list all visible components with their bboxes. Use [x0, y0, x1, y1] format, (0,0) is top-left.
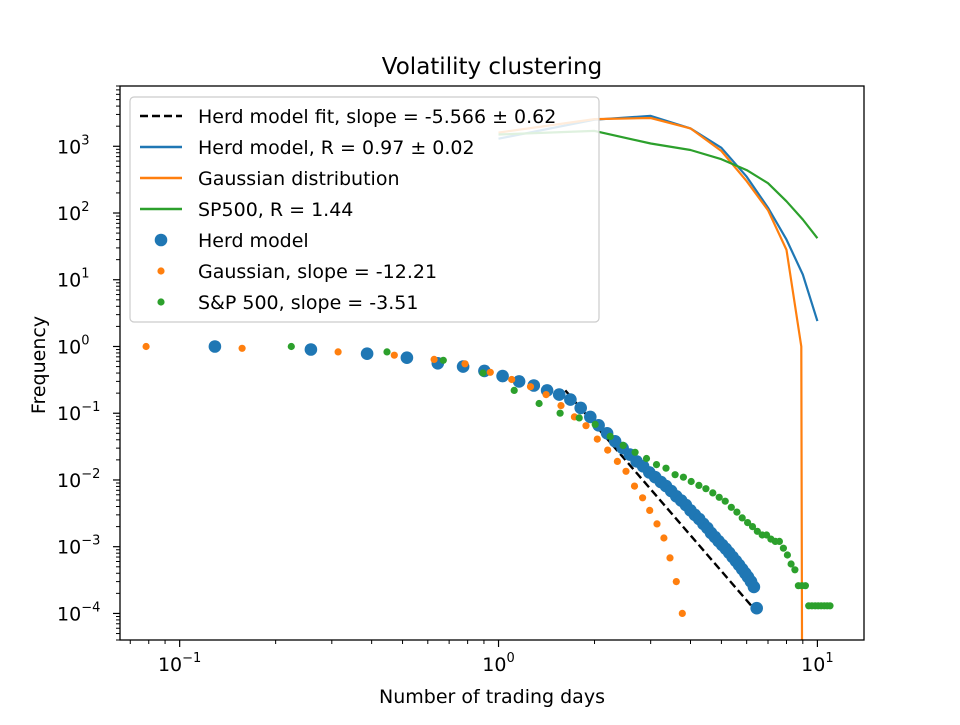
y-tick-label-0: 10−4 — [57, 600, 100, 625]
data-point-s5-14 — [604, 446, 612, 454]
data-point-s5-2 — [334, 348, 342, 356]
data-point-s5-10 — [557, 402, 565, 410]
data-point-s5-18 — [639, 494, 647, 502]
data-point-s5-17 — [630, 482, 639, 490]
data-point-s5-9 — [542, 391, 550, 399]
data-point-s5-4 — [430, 355, 438, 363]
data-point-s5-5 — [461, 360, 469, 368]
data-point-s6-17 — [687, 477, 695, 486]
points-layer — [142, 340, 834, 618]
data-point-s6-26 — [744, 519, 752, 527]
data-point-s4-48 — [747, 580, 761, 594]
data-point-s5-21 — [660, 534, 668, 542]
data-point-s4-2 — [360, 347, 374, 361]
data-point-s6-21 — [715, 493, 723, 501]
data-point-s4-1 — [304, 343, 318, 356]
plot-frame — [119, 85, 865, 641]
data-point-s6-20 — [709, 489, 717, 497]
legend: Herd model fit, slope = -5.566 ± 0.62 Her… — [129, 96, 600, 323]
data-point-s5-19 — [646, 506, 654, 514]
legend-label-3: SP500, R = 1.44 — [198, 199, 353, 221]
data-point-s6-0 — [287, 342, 295, 351]
data-point-s5-6 — [486, 368, 494, 376]
data-point-s6-10 — [619, 441, 627, 449]
legend-swatch-4 — [154, 233, 168, 247]
data-point-s6-23 — [727, 503, 735, 511]
y-axis-label: Frequency — [28, 316, 50, 414]
data-point-s4-8 — [512, 375, 526, 388]
data-point-s6-7 — [575, 414, 583, 422]
legend-label-4: Herd model — [198, 230, 309, 252]
data-point-s4-0 — [208, 340, 222, 353]
data-point-s6-15 — [671, 471, 679, 479]
data-point-s4-11 — [552, 388, 566, 401]
data-point-s6-11 — [631, 448, 639, 456]
data-point-s6-13 — [652, 461, 661, 469]
data-point-s6-37 — [791, 566, 799, 574]
data-point-s5-16 — [622, 467, 630, 475]
data-point-s6-35 — [783, 551, 792, 559]
series-line-3 — [498, 129, 819, 239]
x-axis-label: Number of trading days — [379, 686, 605, 708]
data-point-s4-14 — [584, 410, 597, 424]
data-point-s6-14 — [662, 464, 670, 472]
data-point-s5-8 — [526, 383, 535, 391]
data-point-s6-19 — [702, 485, 710, 493]
chart-title: Volatility clustering — [382, 54, 602, 80]
data-point-s4-13 — [574, 401, 587, 415]
data-point-s5-3 — [390, 351, 398, 359]
data-point-s6-24 — [733, 508, 741, 516]
data-point-s6-28 — [753, 527, 761, 535]
series-line-2 — [498, 116, 804, 640]
data-point-s5-1 — [238, 344, 246, 352]
data-point-s6-12 — [642, 454, 651, 463]
data-point-s5-15 — [613, 457, 622, 465]
data-point-s6-18 — [695, 481, 703, 489]
data-point-s5-7 — [508, 375, 516, 384]
data-point-s5-0 — [142, 342, 150, 351]
legend-label-0: Herd model fit, slope = -5.566 ± 0.62 — [198, 106, 556, 128]
legend-label-5: Gaussian, slope = -12.21 — [198, 261, 437, 283]
data-point-s5-22 — [666, 554, 674, 562]
legend-swatch-6 — [157, 298, 165, 306]
data-point-s6-5 — [535, 399, 543, 408]
data-point-s6-33 — [775, 537, 784, 546]
data-point-s6-25 — [738, 514, 746, 522]
data-point-s6-6 — [556, 409, 564, 417]
data-point-s6-4 — [510, 386, 518, 394]
legend-label-1: Herd model, R = 0.97 ± 0.02 — [198, 137, 475, 159]
data-point-s6-3 — [479, 369, 487, 377]
x-tick-label-2: 101 — [801, 651, 833, 676]
data-point-s6-48 — [826, 602, 834, 610]
legend-box — [129, 96, 600, 323]
data-point-s5-23 — [672, 578, 680, 586]
data-point-s4-7 — [496, 369, 509, 383]
data-point-s6-2 — [439, 356, 447, 364]
data-point-s6-16 — [679, 473, 688, 481]
data-point-s5-20 — [653, 520, 661, 528]
data-point-s4-3 — [400, 351, 414, 365]
data-point-s6-40 — [801, 582, 810, 590]
data-point-s4-49 — [750, 601, 763, 615]
data-point-s6-8 — [591, 420, 599, 428]
data-point-s6-9 — [606, 432, 614, 440]
legend-label-6: S&P 500, slope = -3.51 — [198, 292, 418, 314]
legend-label-2: Gaussian distribution — [198, 168, 400, 190]
data-point-s5-12 — [582, 422, 590, 430]
data-point-s6-1 — [383, 348, 391, 356]
data-point-s6-36 — [787, 560, 795, 568]
legend-swatch-5 — [157, 267, 165, 275]
data-point-s5-24 — [678, 609, 686, 618]
data-point-s6-22 — [721, 497, 729, 505]
data-point-s6-27 — [748, 523, 757, 531]
data-point-s4-12 — [564, 393, 577, 406]
data-point-s5-13 — [593, 435, 601, 443]
data-point-s6-34 — [779, 544, 788, 552]
